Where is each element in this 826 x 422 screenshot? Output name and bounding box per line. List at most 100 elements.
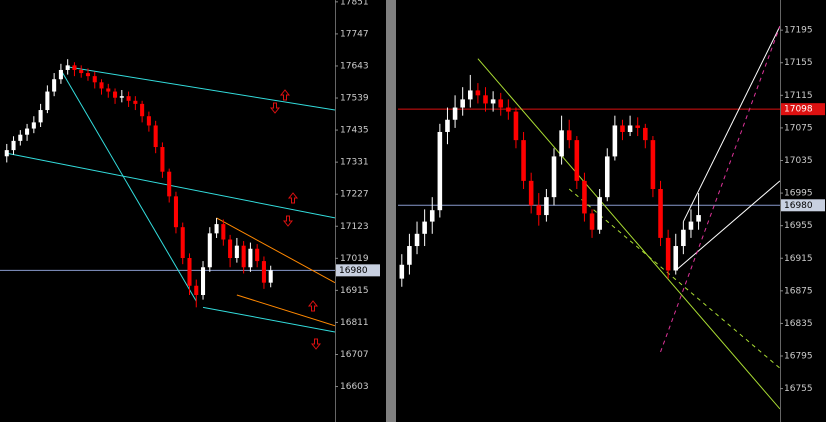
trend-line [236,294,335,327]
candle-body [248,248,253,268]
candle-body [207,233,212,268]
y-tick-label: 17747 [340,29,369,39]
candle-body [126,96,131,101]
candle-body [589,213,595,230]
y-tick-label: 16795 [784,352,813,362]
candle-body [468,90,473,100]
candle-body [483,95,488,104]
candle-body [536,205,542,216]
candle-body [544,197,549,216]
candle-body [58,69,63,80]
candle-body [173,196,178,228]
candle-body [201,267,206,295]
candle-body [604,156,610,198]
y-tick-label: 16995 [784,189,813,199]
y-tick-label: 16875 [784,286,813,296]
y-tick-label: 17539 [340,94,369,104]
panel-separator [386,0,396,422]
signal-arrows [269,89,322,350]
candle-body [268,270,273,283]
candle-body [673,246,679,271]
candle-body [528,180,534,206]
candle-body [658,189,663,238]
price-label-box [781,103,825,116]
trend-line [675,180,780,271]
y-tick-label: 17155 [784,58,813,68]
candle-body [4,150,9,157]
candle-body [18,134,23,141]
candle-body [160,147,165,172]
candle-body [696,215,701,222]
candle-body [133,100,138,104]
candle-body [452,107,458,120]
plot-area [0,59,335,333]
y-tick-label: 17227 [340,190,369,200]
y-tick-label: 16755 [784,384,813,394]
candle-body [38,110,43,123]
y-tick-label: 16811 [340,318,369,328]
candle-body [551,156,557,198]
candle-body [11,140,16,151]
candle-body [399,264,405,279]
candle-body [79,69,84,74]
candle-body [52,79,57,92]
up-arrow [307,300,319,312]
trend-line [568,188,780,369]
down-arrow [310,338,322,350]
candle-body [643,127,648,141]
candle-body [566,130,572,141]
candle-body [106,88,111,92]
candle-body [167,171,172,197]
candle-body [99,82,104,89]
y-tick-label: 16707 [340,350,369,360]
candle-body [228,239,233,259]
candle-body [113,91,118,98]
candle-body [475,90,481,96]
y-tick-label: 16915 [340,286,369,296]
candle-body [153,125,158,148]
down-arrow [282,215,294,227]
candle-body [72,65,77,70]
candle-body [65,65,70,70]
candle-body [414,233,420,247]
candle-body [234,245,239,259]
candle-body [490,99,496,104]
up-arrow [279,89,291,101]
candle-body [31,122,36,129]
candle-body [521,140,526,181]
candle-body [45,91,50,111]
y-tick-label: 17019 [340,254,369,264]
trend-line [60,69,197,302]
candle-body [681,229,686,247]
candle-body [429,210,435,222]
candle-body [92,76,97,83]
candle-body [582,180,587,214]
candle-body [119,96,124,98]
y-tick-label: 17331 [340,158,369,168]
candle-body [25,128,30,135]
trend-line [660,25,780,353]
y-tick-label: 17643 [340,61,369,71]
candle-body [506,107,511,112]
candle-body [255,248,260,262]
candle-body [574,140,580,181]
candle-body [214,224,219,234]
y-tick-label: 16835 [784,319,813,329]
trend-line [682,25,780,222]
candle-body [460,99,465,108]
candle-body [422,221,427,234]
plot-area [398,25,780,410]
candle-body [241,245,246,268]
candle-body [221,224,226,240]
price-label: 16980 [784,201,813,211]
y-tick-label: 17035 [784,156,813,166]
trend-line [202,306,335,333]
candle-body [187,258,192,286]
trend-line [67,66,335,111]
candle-body [635,125,640,128]
y-tick-label: 17123 [340,222,369,232]
candle-body [627,125,633,132]
y-tick-label: 17075 [784,123,813,133]
